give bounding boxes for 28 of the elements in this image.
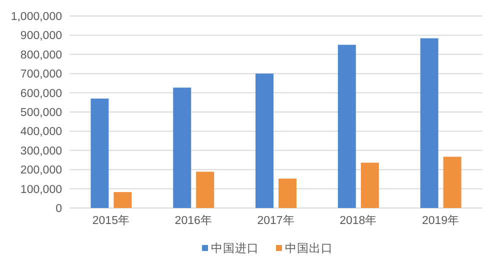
y-tick-label: 0 [56, 203, 62, 215]
x-tick-label: 2018年 [340, 214, 378, 227]
bar [420, 38, 438, 208]
x-tick-label: 2017年 [257, 214, 295, 227]
x-tick-label: 2019年 [422, 214, 460, 227]
legend-label: 中国进口 [211, 242, 259, 255]
bar [114, 192, 132, 208]
y-tick-label: 500,000 [20, 107, 62, 119]
y-tick-label: 300,000 [20, 145, 62, 158]
y-tick-label: 1,000,000 [10, 11, 62, 23]
x-tick-label: 2015年 [92, 214, 130, 227]
y-tick-label: 600,000 [20, 88, 62, 100]
bar [90, 98, 109, 208]
legend-label: 中国出口 [285, 242, 333, 255]
y-tick-label: 900,000 [20, 30, 62, 42]
x-tick-label: 2016年 [174, 214, 212, 227]
bar [173, 88, 192, 208]
y-tick-label: 700,000 [20, 68, 62, 81]
y-tick-label: 800,000 [20, 49, 62, 62]
bar [360, 162, 379, 208]
bar [278, 178, 296, 208]
y-tick-label: 200,000 [20, 164, 62, 177]
y-tick-label: 100,000 [20, 184, 62, 196]
bar [196, 172, 214, 208]
y-tick-label: 400,000 [20, 126, 62, 138]
bar [443, 156, 462, 208]
bar [256, 74, 274, 208]
bar [338, 44, 356, 208]
